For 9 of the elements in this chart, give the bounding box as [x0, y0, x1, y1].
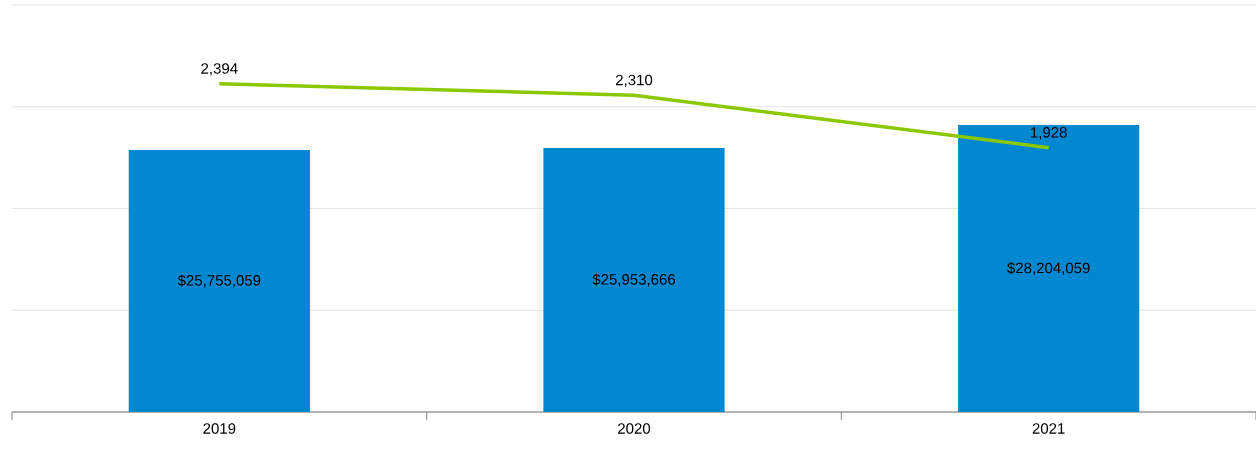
x-tick-label: 2020 — [618, 423, 651, 434]
data-label: 2,394 — [201, 63, 238, 76]
x-tick-label: 2021 — [1032, 423, 1065, 434]
data-label: 2,310 — [615, 74, 653, 88]
data-label: 1,928 — [1031, 127, 1067, 140]
data-label: $25,755,059 — [177, 274, 261, 288]
x-tick-label: 2019 — [203, 423, 236, 434]
data-label: $28,204,059 — [1007, 261, 1090, 276]
data-label: $25,953,666 — [592, 273, 676, 287]
